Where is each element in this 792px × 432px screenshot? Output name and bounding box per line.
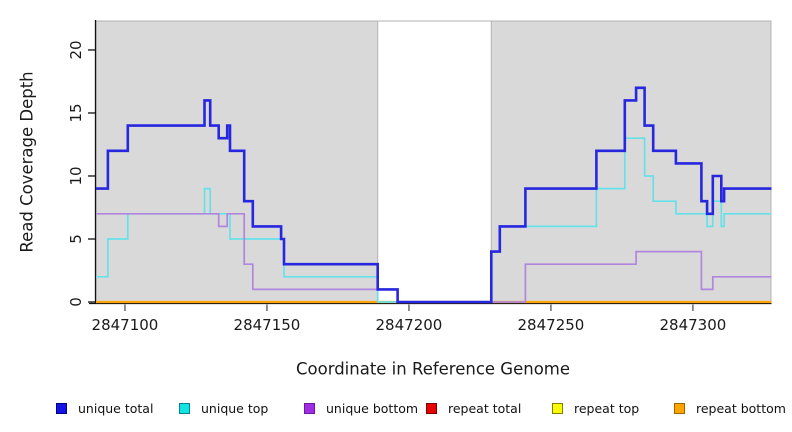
y-tick-label: 5 (67, 234, 85, 244)
x-axis-title: Coordinate in Reference Genome (295, 359, 571, 379)
x-tick-label: 2847100 (91, 316, 159, 334)
y-axis-title: Read Coverage Depth (17, 71, 37, 253)
y-tick-label: 0 (67, 297, 85, 307)
y-tick-label: 15 (67, 103, 85, 123)
y-tick-label: 20 (67, 40, 85, 60)
x-tick-label: 2847200 (375, 316, 443, 334)
x-tick-label: 2847300 (659, 316, 727, 334)
x-tick-label: 2847250 (517, 316, 585, 334)
x-tick-label: 2847150 (233, 316, 301, 334)
y-tick-label: 10 (67, 166, 85, 186)
